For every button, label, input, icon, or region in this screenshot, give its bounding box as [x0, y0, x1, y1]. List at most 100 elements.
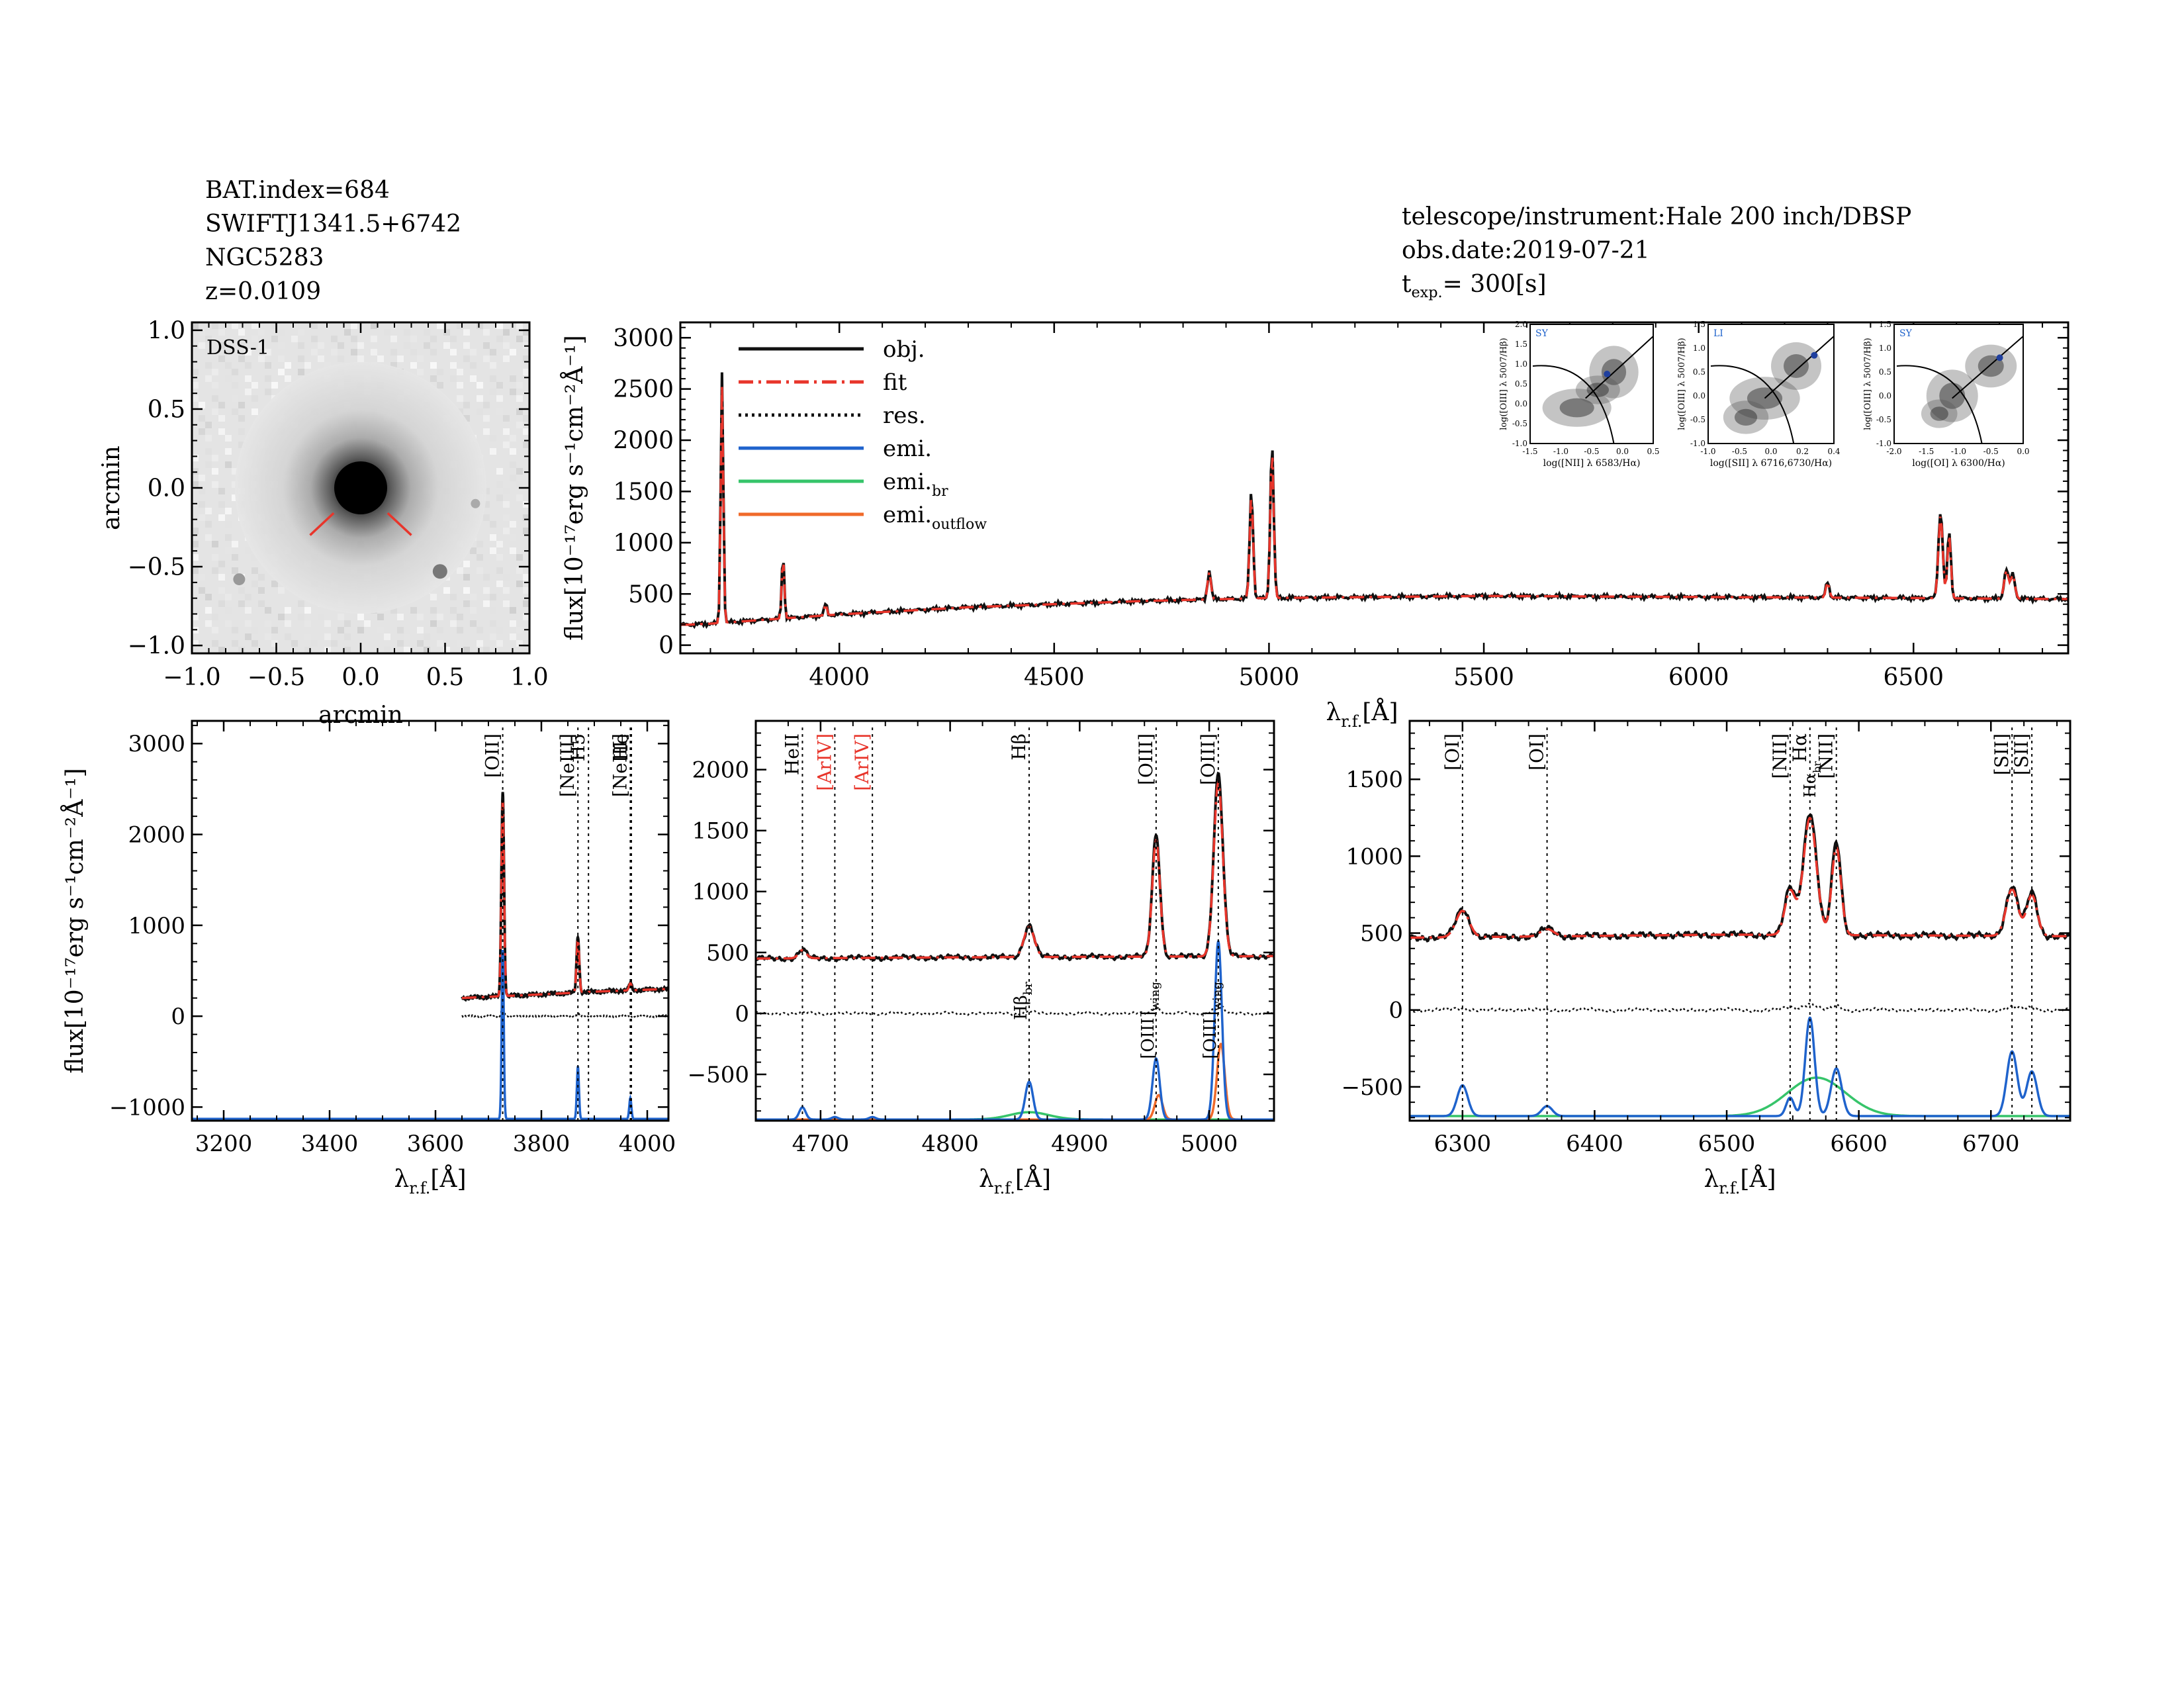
inset-x-tick-label: -1.0 [1951, 447, 1966, 456]
emi-narrow-line [756, 940, 1274, 1121]
noise-pixel [477, 382, 483, 389]
wing-label: Hβbr [1011, 982, 1035, 1020]
noise-pixel [490, 349, 496, 355]
noise-pixel [463, 574, 470, 581]
line-label: [OII] [482, 733, 504, 778]
noise-pixel [457, 382, 463, 389]
noise-pixel [516, 468, 523, 475]
noise-pixel [443, 342, 450, 349]
noise-pixel [304, 633, 311, 640]
noise-pixel [232, 494, 238, 501]
position-marker [309, 512, 335, 536]
noise-pixel [510, 547, 516, 554]
fit-spectrum-line [462, 802, 668, 1000]
y-tick-label: 2000 [613, 428, 674, 455]
line-label: [SII] [2011, 733, 2032, 775]
y-tick-label: 0 [659, 632, 674, 659]
noise-pixel [199, 415, 205, 422]
axes-frame [679, 321, 2070, 655]
noise-pixel [523, 528, 529, 534]
noise-pixel [212, 640, 218, 647]
wing-label: [OIII]wing [1201, 982, 1224, 1059]
noise-pixel [424, 342, 430, 349]
inset-y-tick-label: 1.5 [1879, 320, 1891, 329]
noise-pixel [278, 587, 285, 594]
noise-pixel [245, 633, 251, 640]
noise-pixel [205, 375, 212, 382]
density-core [1784, 354, 1809, 378]
noise-pixel [251, 382, 258, 389]
noise-pixel [192, 614, 199, 620]
noise-pixel [503, 600, 510, 607]
x-tick-label: 0.5 [426, 664, 464, 691]
noise-pixel [238, 415, 245, 422]
x-tick-label: 6400 [1566, 1131, 1623, 1157]
noise-pixel [397, 627, 404, 633]
noise-pixel [523, 600, 529, 607]
noise-pixel [490, 594, 496, 600]
noise-pixel [483, 514, 490, 521]
wing-label: [OIII]wing [1138, 982, 1162, 1059]
inset-y-tick-label: 0.0 [1693, 391, 1706, 400]
y-tick-label: 2000 [128, 821, 185, 848]
noise-pixel [516, 581, 523, 587]
noise-pixel [516, 627, 523, 633]
noise-pixel [496, 494, 503, 501]
inset-x-tick-label: -0.5 [1983, 447, 1999, 456]
noise-pixel [490, 375, 496, 382]
noise-pixel [470, 375, 477, 382]
noise-pixel [298, 614, 304, 620]
noise-pixel [271, 336, 278, 342]
noise-pixel [212, 369, 218, 375]
inset-x-label: log([SII] λ 6716,6730/Hα) [1710, 458, 1832, 469]
inset-y-tick-label: 0.5 [1693, 367, 1706, 377]
noise-pixel [490, 461, 496, 468]
noise-pixel [351, 349, 357, 355]
zoom-panel-3-plot-area [1410, 813, 2070, 1117]
noise-pixel [483, 355, 490, 362]
fit-spectrum-line [756, 780, 1274, 960]
noise-pixel [483, 647, 490, 653]
y-tick-label: 3000 [613, 325, 674, 352]
noise-pixel [251, 567, 258, 574]
noise-pixel [437, 322, 443, 329]
line-label: [SII] [1991, 733, 2013, 775]
noise-pixel [344, 620, 351, 627]
noise-pixel [364, 633, 371, 640]
line-label: Hα [1789, 733, 1811, 762]
noise-pixel [245, 620, 251, 627]
noise-pixel [510, 521, 516, 528]
noise-pixel [390, 336, 397, 342]
noise-pixel [496, 627, 503, 633]
inset-y-tick-label: 1.0 [1693, 344, 1706, 353]
noise-pixel [318, 614, 324, 620]
swift-name: SWIFTJ1341.5+6742 [205, 211, 462, 238]
noise-pixel [503, 342, 510, 349]
noise-pixel [304, 607, 311, 614]
noise-pixel [232, 395, 238, 402]
noise-pixel [437, 614, 443, 620]
noise-pixel [218, 600, 225, 607]
noise-pixel [324, 362, 331, 369]
seyfert-liner-line [1952, 336, 2024, 399]
noise-pixel [404, 329, 410, 336]
noise-pixel [291, 336, 298, 342]
line-label: [ArIV] [813, 733, 835, 791]
noise-pixel [304, 620, 311, 627]
noise-pixel [510, 362, 516, 369]
inset-y-tick-label: 1.0 [1879, 344, 1891, 353]
obj-spectrum-line [461, 792, 668, 1002]
noise-pixel [364, 329, 371, 336]
bpt-class-label: LI [1713, 328, 1723, 339]
noise-pixel [477, 554, 483, 561]
x-tick-label: 0.0 [341, 664, 379, 691]
noise-pixel [503, 587, 510, 594]
noise-pixel [450, 362, 457, 369]
noise-pixel [496, 336, 503, 342]
inset-y-tick-label: -1.0 [1876, 439, 1891, 448]
noise-pixel [205, 336, 212, 342]
density-contour [1926, 369, 1978, 422]
noise-pixel [212, 322, 218, 329]
